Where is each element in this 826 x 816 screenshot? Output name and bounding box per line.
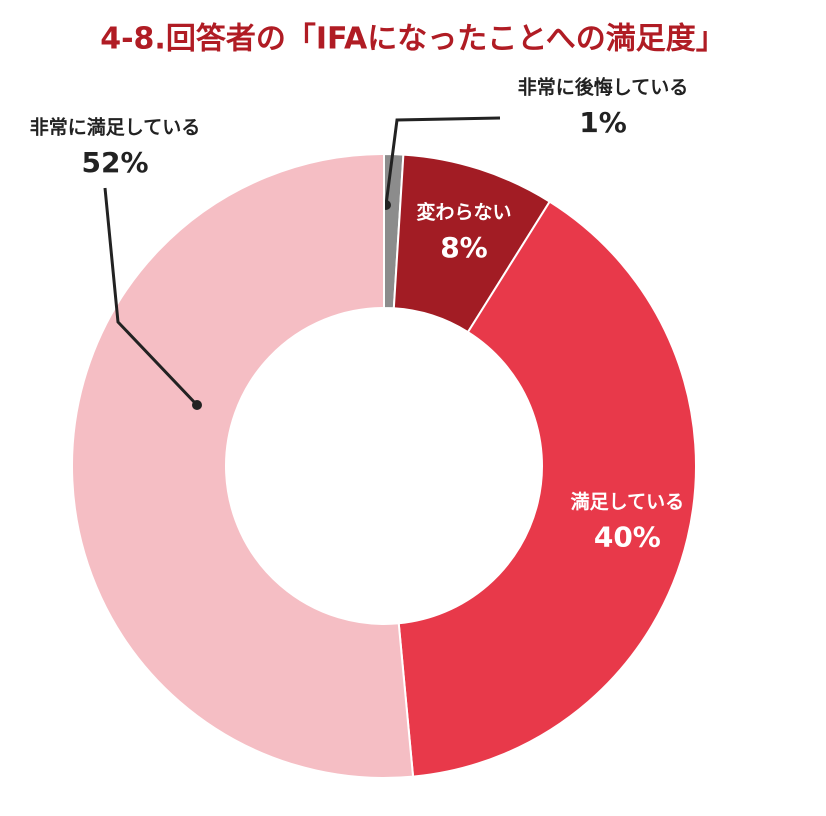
slice-value-label: 1% bbox=[579, 106, 627, 139]
slice-label: 変わらない bbox=[416, 200, 511, 223]
slice-value-label: 40% bbox=[594, 521, 661, 554]
slice-value-label: 8% bbox=[440, 231, 488, 264]
slice-value-label: 52% bbox=[81, 146, 148, 179]
donut-slice bbox=[397, 200, 697, 778]
slice-label: 満足している bbox=[571, 491, 684, 513]
leader-dot bbox=[192, 400, 202, 410]
leader-line bbox=[384, 116, 501, 206]
leader-line bbox=[103, 187, 199, 407]
slice-label: 非常に後悔している bbox=[518, 76, 688, 99]
slice-label: 非常に満足している bbox=[30, 116, 200, 139]
donut-slice bbox=[71, 152, 415, 779]
chart-title: 4-8.回答者の「IFAになったことへの満足度」 bbox=[100, 22, 726, 57]
